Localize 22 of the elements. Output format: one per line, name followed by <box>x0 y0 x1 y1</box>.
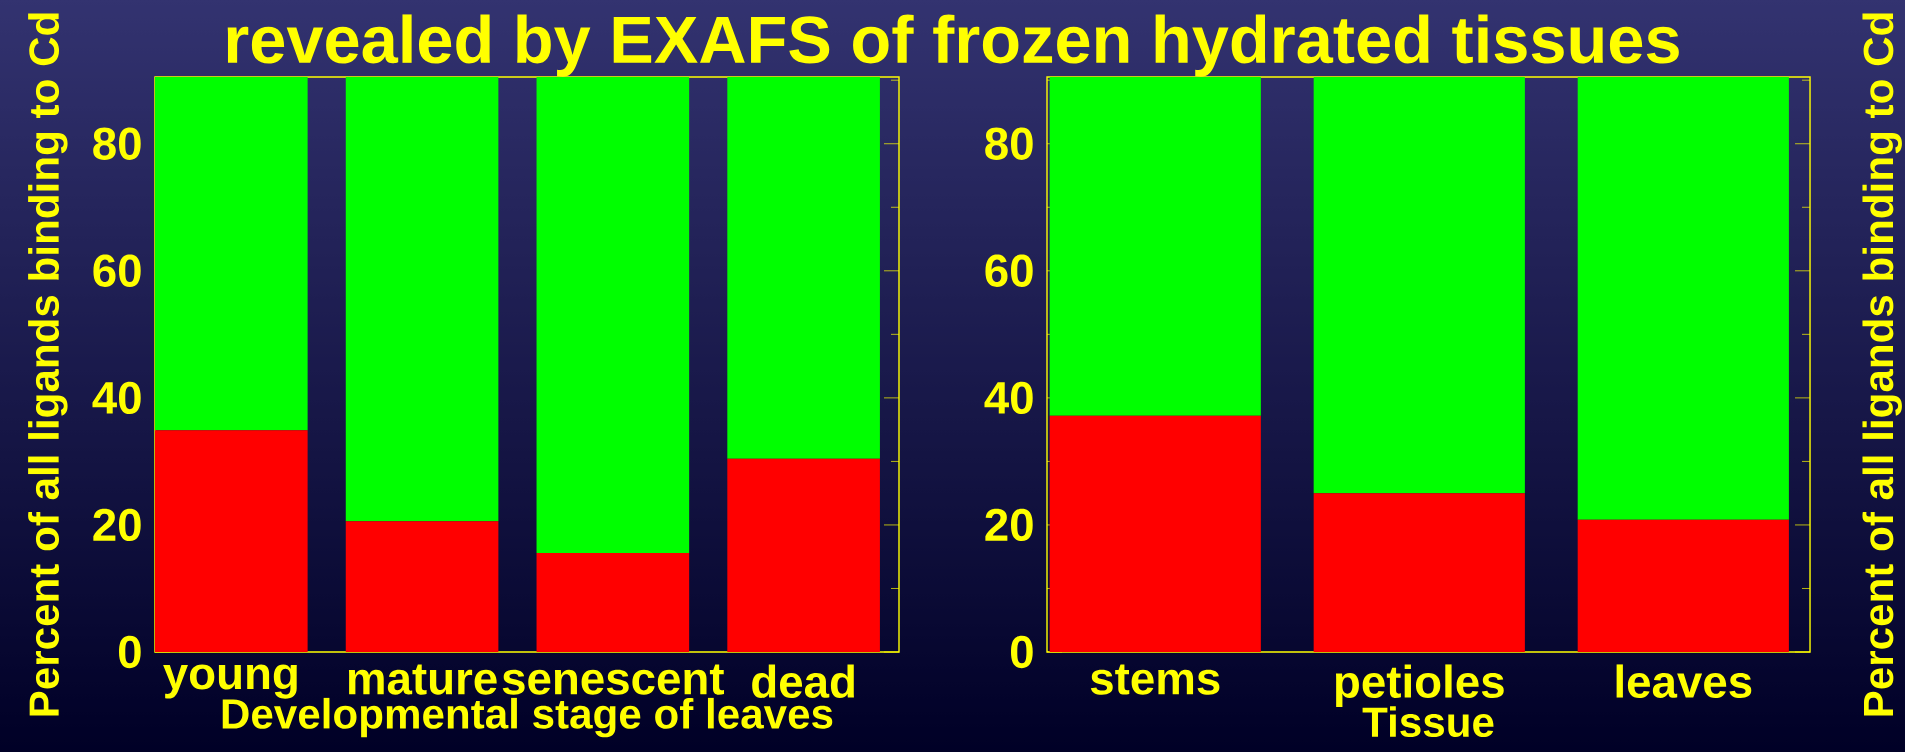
x-tick-label: young <box>163 664 297 699</box>
y-tick-label: 60 <box>985 254 1033 287</box>
y2-axis-title: Percent of all ligands binding to Cd <box>1862 13 1902 716</box>
x-tick-label: dead <box>752 664 854 698</box>
y-tick-label: 80 <box>93 127 141 160</box>
x-tick-label: mature <box>348 664 497 695</box>
x-axis-title: Developmental stage of leaves <box>222 697 833 738</box>
y-tick-label: 40 <box>92 381 141 415</box>
y-tick-label: 0 <box>118 635 141 669</box>
x-tick-label: petioles <box>1335 664 1504 708</box>
y-tick-label: 0 <box>1011 635 1033 669</box>
y-axis-title: Percent of all ligands binding to Cd <box>28 13 68 716</box>
y-tick-label: 80 <box>985 127 1033 160</box>
x-tick-label: leaves <box>1616 664 1752 698</box>
x-tick-label: senescent <box>502 664 725 695</box>
x-axis-title: Tissue <box>1362 706 1494 738</box>
y-tick-label: 20 <box>985 508 1033 542</box>
y-tick-label: 40 <box>984 381 1033 415</box>
x-tick-label: stems <box>1090 664 1220 695</box>
y-tick-label: 20 <box>93 508 141 542</box>
y-tick-label: 60 <box>93 254 141 287</box>
chart-title: revealed by EXAFS of frozen hydrated tissues <box>227 14 1679 77</box>
